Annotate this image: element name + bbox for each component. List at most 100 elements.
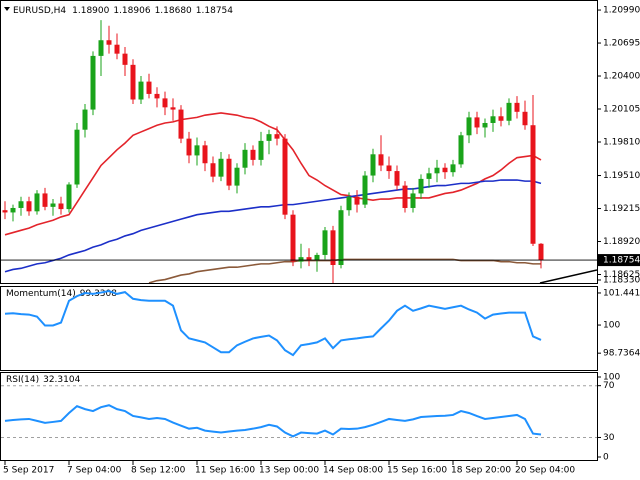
y-tick-label: 30 bbox=[603, 433, 615, 443]
candle-body bbox=[538, 243, 544, 261]
y-tick-label: 1.18330 bbox=[603, 276, 640, 286]
moving-average bbox=[148, 258, 541, 283]
candle-body bbox=[234, 167, 240, 186]
candle-body bbox=[306, 257, 312, 261]
candle-body bbox=[114, 44, 120, 54]
candle-body bbox=[34, 193, 40, 212]
momentum-pane bbox=[0, 286, 598, 371]
candle-body bbox=[98, 40, 104, 56]
y-tick-label: 1.20990 bbox=[603, 6, 640, 16]
header: EURUSD,H4 1.18900 1.18906 1.18680 1.18754 bbox=[13, 6, 233, 16]
candle-body bbox=[154, 93, 160, 99]
indicator-line bbox=[4, 404, 542, 438]
close-label: 1.18754 bbox=[196, 6, 233, 16]
rsi-pane bbox=[0, 372, 598, 461]
candle-body bbox=[426, 173, 432, 179]
y-tick-label: 70 bbox=[603, 381, 615, 391]
candle-body bbox=[10, 207, 16, 213]
candle-body bbox=[250, 149, 256, 160]
y-tick-label: 1.19510 bbox=[603, 171, 640, 181]
y-tick-label: 1.20695 bbox=[603, 39, 640, 49]
x-tick-label: 7 Sep 04:00 bbox=[67, 466, 122, 476]
candle-body bbox=[170, 107, 176, 110]
candle-body bbox=[202, 145, 208, 164]
x-tick-label: 11 Sep 16:00 bbox=[195, 466, 255, 476]
y-tick-label: 1.19810 bbox=[603, 137, 640, 147]
candle-body bbox=[482, 122, 488, 128]
indicator-value: 32.3104 bbox=[43, 375, 80, 385]
moving-average bbox=[4, 179, 542, 273]
trendline bbox=[539, 269, 597, 283]
candle-body bbox=[506, 102, 512, 121]
last-price-box bbox=[598, 254, 640, 267]
candle-body bbox=[314, 254, 320, 261]
candle-body bbox=[58, 203, 64, 210]
open-label: 1.18900 bbox=[72, 6, 109, 16]
y-tick-label: 0 bbox=[603, 453, 609, 463]
symbol: EURUSD,H4 bbox=[13, 6, 66, 16]
y-tick-label: 100 bbox=[603, 321, 620, 331]
candle-body bbox=[138, 81, 144, 100]
candle-body bbox=[162, 98, 168, 108]
candle-body bbox=[330, 230, 336, 265]
candle-body bbox=[42, 193, 48, 207]
candle-body bbox=[490, 116, 496, 123]
x-tick-label: 13 Sep 00:00 bbox=[259, 466, 319, 476]
candle-body bbox=[2, 210, 8, 213]
y-tick-label: 1.19215 bbox=[603, 204, 640, 214]
rsi-title: RSI(14) 32.3104 bbox=[6, 375, 81, 385]
candle-body bbox=[50, 203, 56, 207]
candle-body bbox=[410, 193, 416, 208]
last-price-label: 1.18754 bbox=[603, 256, 640, 266]
candle-body bbox=[82, 109, 88, 130]
y-tick-label: 1.20400 bbox=[603, 72, 640, 82]
candle-body bbox=[106, 40, 112, 45]
candle-body bbox=[522, 111, 528, 126]
collapse-icon[interactable] bbox=[4, 7, 10, 11]
candle-body bbox=[130, 64, 136, 100]
candle-body bbox=[434, 167, 440, 174]
y-tick-label: 101.4419 bbox=[603, 288, 640, 298]
candle-body bbox=[346, 196, 352, 211]
x-tick-label: 14 Sep 08:00 bbox=[323, 466, 383, 476]
low-label: 1.18680 bbox=[155, 6, 192, 16]
y-tick-label: 1.18625 bbox=[603, 270, 640, 280]
candle-body bbox=[450, 164, 456, 173]
candle-body bbox=[178, 109, 184, 139]
candle-body bbox=[442, 167, 448, 173]
x-tick-label: 15 Sep 16:00 bbox=[387, 466, 447, 476]
candle-body bbox=[266, 134, 272, 141]
candle-body bbox=[226, 158, 232, 186]
candle-body bbox=[26, 201, 32, 212]
candle-body bbox=[354, 196, 360, 205]
candle-body bbox=[218, 158, 224, 177]
y-tick-label: 98.7364 bbox=[603, 349, 640, 359]
candle-body bbox=[122, 53, 128, 65]
candle-body bbox=[74, 129, 80, 185]
candle-body bbox=[362, 175, 368, 205]
candle-body bbox=[274, 134, 280, 139]
candle-body bbox=[418, 178, 424, 194]
candle-body bbox=[290, 214, 296, 262]
candle-body bbox=[498, 116, 504, 121]
x-tick-label: 20 Sep 04:00 bbox=[515, 466, 575, 476]
candle-body bbox=[90, 55, 96, 110]
indicator-name: Momentum(14) bbox=[6, 289, 76, 299]
candle-body bbox=[258, 140, 264, 160]
y-tick-label: 1.20105 bbox=[603, 105, 640, 115]
candle-body bbox=[242, 149, 248, 168]
candle-body bbox=[210, 163, 216, 177]
y-tick-label: 100 bbox=[603, 373, 620, 383]
candle-body bbox=[146, 81, 152, 94]
candle-body bbox=[466, 117, 472, 136]
moving-average bbox=[4, 112, 542, 236]
candle-body bbox=[458, 135, 464, 165]
candle-body bbox=[370, 154, 376, 176]
candle-body bbox=[194, 145, 200, 156]
candle-body bbox=[530, 125, 536, 244]
candle-body bbox=[514, 102, 520, 112]
candle-body bbox=[474, 117, 480, 128]
x-tick-label: 18 Sep 20:00 bbox=[451, 466, 511, 476]
